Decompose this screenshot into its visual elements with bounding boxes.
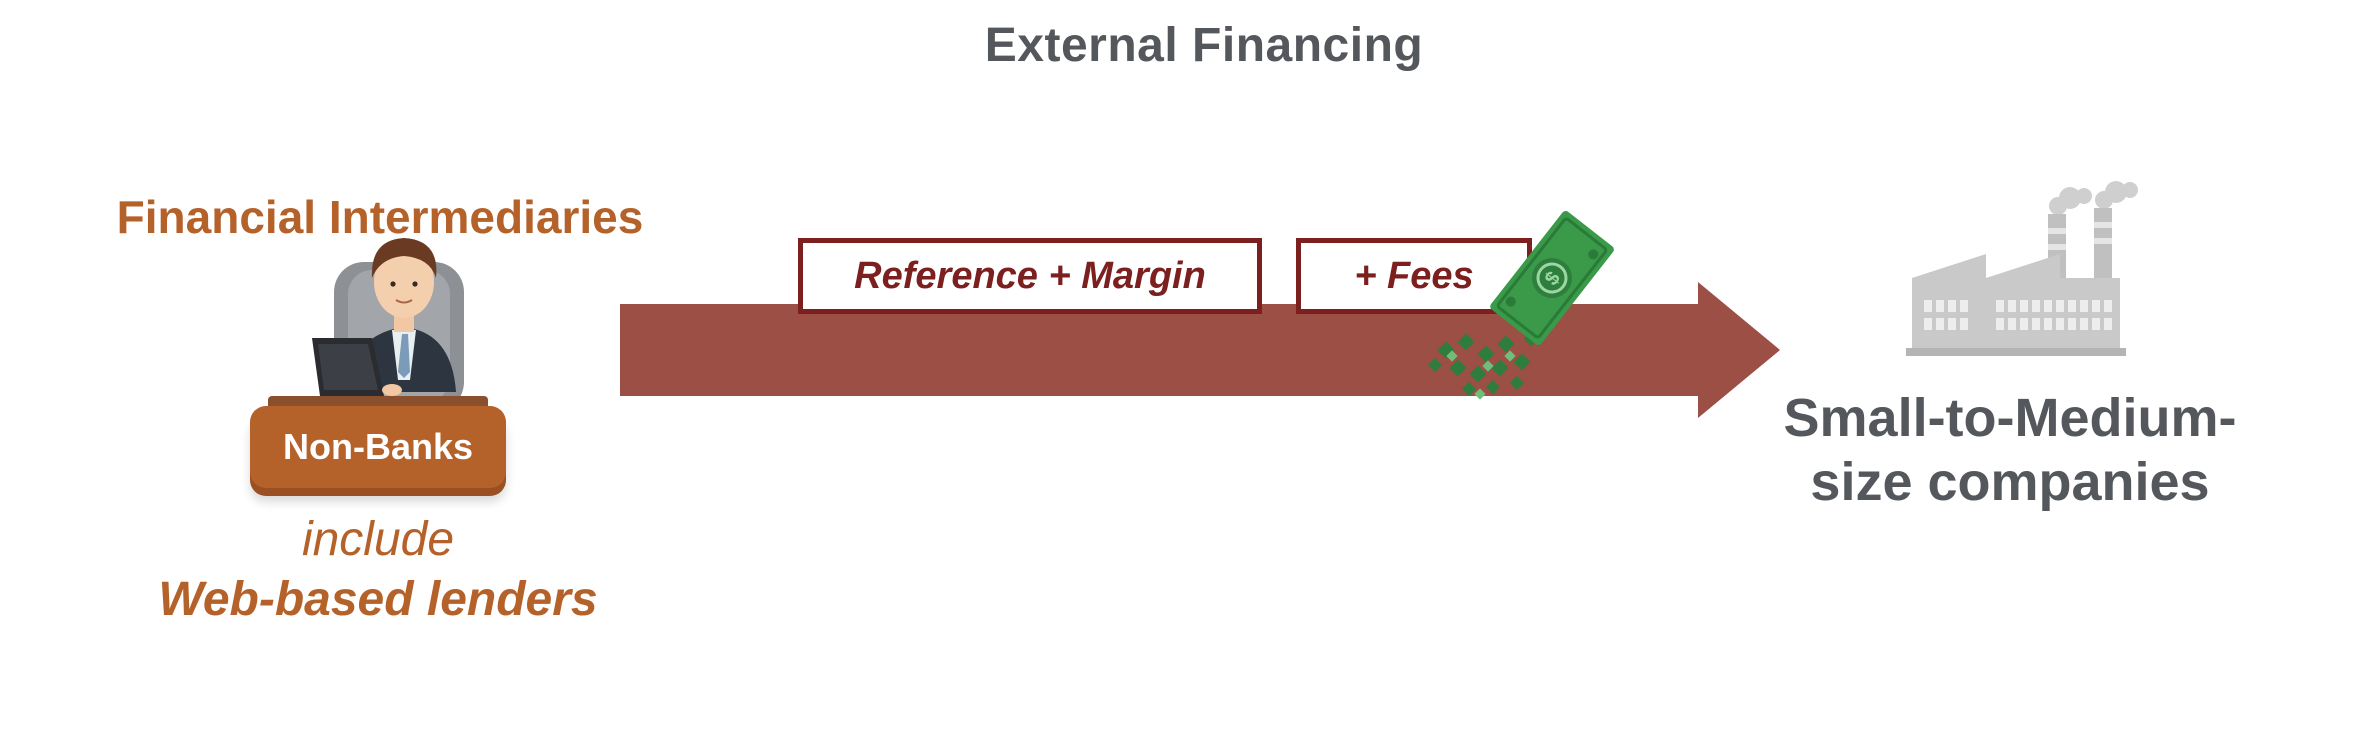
web-based-lenders-label: Web-based lenders (158, 573, 598, 626)
reference-margin-box: Reference + Margin (798, 238, 1262, 314)
financial-intermediaries-heading: Financial Intermediaries (116, 191, 644, 243)
fees-label: + Fees (1354, 254, 1474, 297)
fees-box: + Fees (1296, 238, 1532, 314)
dollar-bill-overlay: $ (1490, 211, 1614, 345)
diagram-title: External Financing (0, 18, 2368, 73)
factory-icon (1906, 181, 2138, 356)
dollar-bill-icon: $ (1490, 211, 1614, 345)
diagram-title-text: External Financing (984, 19, 1424, 72)
include-connector: include (301, 513, 455, 566)
sme-label: Small-to-Medium- size companies (1760, 386, 2260, 514)
sme-label-line1: Small-to-Medium- (1783, 388, 2237, 448)
sme-label-line2: size companies (1810, 452, 2210, 512)
non-banks-label: Non-Banks (282, 426, 474, 467)
non-banks-badge: Non-Banks (250, 406, 506, 488)
reference-margin-label: Reference + Margin (854, 254, 1206, 297)
businessman-icon (268, 238, 488, 412)
